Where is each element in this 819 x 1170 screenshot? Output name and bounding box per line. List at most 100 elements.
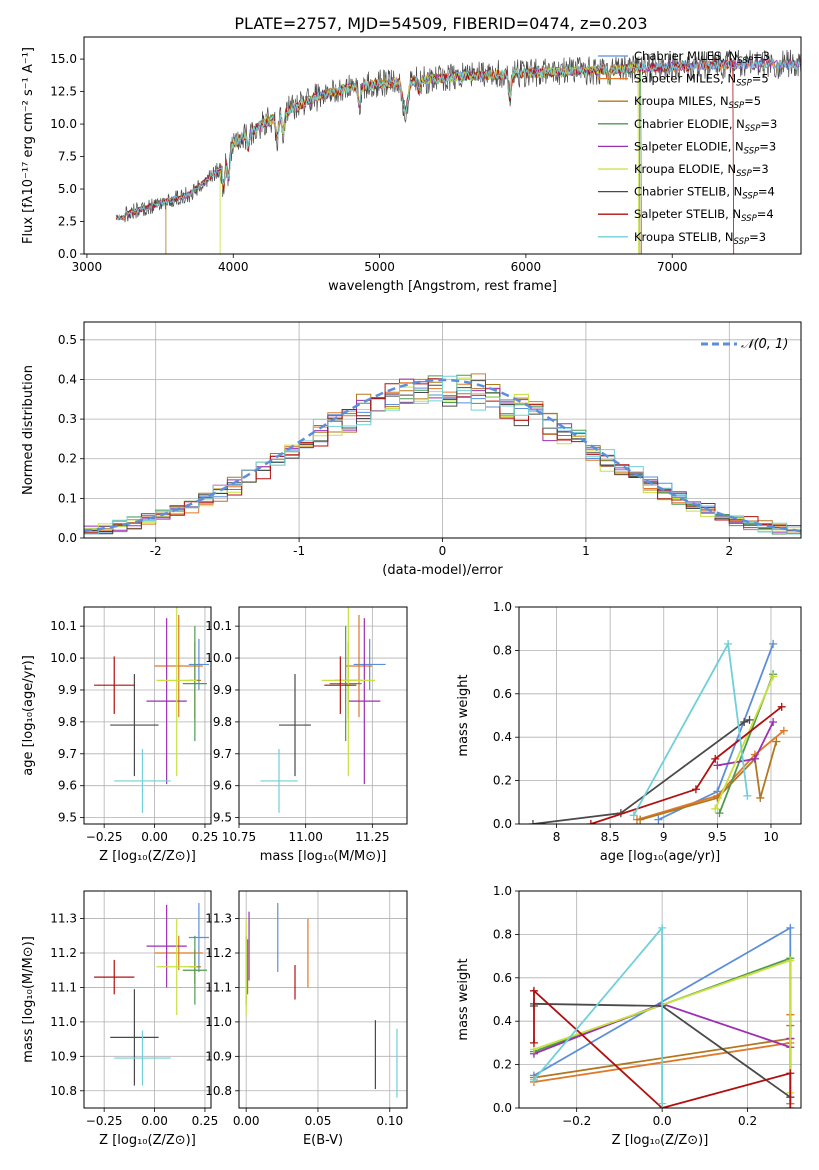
weight-marker-salpeter-stelib [786, 1069, 795, 1078]
weight-marker-salpeter-stelib [691, 785, 700, 794]
y-axis-label: mass weight [456, 674, 471, 756]
weight-line-kroupa-stelib [533, 925, 663, 1104]
y-tick-label: 10.0 [205, 651, 232, 665]
residuals-panel: -2 -1 0 1 2 0.0 0.1 0.2 0.3 0.4 0.5 (data-model)/er… [21, 321, 802, 578]
y-axis-label: Normed distribution [21, 365, 36, 495]
spectrum-kroupa-stelib [115, 57, 801, 221]
axes-frame [83, 321, 802, 539]
x-axis-label: E(B-V) [303, 1133, 343, 1148]
legend-nssp: =5 [752, 72, 769, 86]
weight-line-kroupa-elodie [714, 676, 774, 810]
x-axis-label: Z [log₁₀(Z/Z⊙)] [99, 849, 196, 864]
x-tick-label: 9 [660, 830, 668, 844]
legend-nssp: =3 [759, 139, 776, 153]
x-tick-label: 0.00 [233, 1114, 260, 1128]
legend-subscript: SSP [734, 237, 750, 247]
weight-marker-chabrier-miles [786, 923, 795, 932]
axes-frame [83, 606, 212, 825]
x-axis-label: mass [log₁₀(M/M⊙)] [260, 849, 387, 864]
legend-model-name: Salpeter MILES, N [634, 72, 736, 86]
y-axis-label: mass [log₁₀(M/M⊙)] [21, 936, 36, 1063]
y-tick-label: 10.1 [50, 619, 77, 633]
x-tick-label: 7000 [657, 260, 688, 274]
x-tick-label: 1 [582, 544, 590, 558]
y-tick-label: 0.4 [58, 372, 77, 386]
spectrum-salpeter-stelib [115, 58, 735, 254]
y-tick-label: 0.8 [493, 927, 512, 941]
weight-marker-salpeter-stelib [529, 1038, 538, 1047]
weight-marker-kroupa-elodie [786, 956, 795, 965]
y-tick-label: 0.8 [493, 643, 512, 657]
y-tick-label: 2.5 [58, 215, 77, 229]
weight-marker-salpeter-stelib [529, 986, 538, 995]
mass-vs-ebv-panel: 0.00 0.05 0.10 10.8 10.9 11.0 11.1 11.2 11.3 E(B-… [205, 890, 408, 1148]
y-tick-label: 11.0 [50, 1015, 77, 1029]
y-tick-label: 12.5 [50, 85, 77, 99]
plot-area [94, 903, 209, 1086]
y-tick-label: 11.0 [205, 1015, 232, 1029]
legend-label: Chabrier ELODIE, NSSP=3 [634, 117, 777, 134]
x-tick-label: 8 [553, 830, 561, 844]
y-tick-label: 0.4 [493, 730, 512, 744]
weight-marker-kroupa-stelib [658, 1099, 667, 1108]
weight-line-kroupa-stelib [632, 641, 749, 816]
histogram-kroupa-stelib [84, 375, 801, 535]
legend-model-name: Chabrier MILES, N [634, 49, 737, 63]
y-axis-label: mass weight [456, 958, 471, 1040]
plot-area [528, 639, 788, 824]
weight-marker-kroupa-stelib [743, 791, 752, 800]
weight-marker-kroupa-miles [756, 793, 765, 802]
y-tick-label: 10.1 [205, 619, 232, 633]
y-axis-label: age [log₁₀(age/yr)] [21, 655, 36, 776]
weight-marker-salpeter-stelib [786, 1104, 795, 1108]
y-tick-label: 0.2 [493, 774, 512, 788]
legend-model-name: Salpeter ELODIE, N [634, 139, 744, 153]
x-tick-label: 9.5 [708, 830, 727, 844]
legend-label: Salpeter ELODIE, NSSP=3 [634, 139, 776, 156]
axes-frame [83, 890, 212, 1109]
legend-nssp: =3 [749, 230, 766, 244]
mass-vs-z-panel: −0.25 0.00 0.25 10.8 10.9 11.0 11.1 11.2 11.3 Z [… [21, 890, 218, 1148]
x-tick-label: 6000 [511, 260, 542, 274]
x-axis-label: Z [log₁₀(Z/Z⊙)] [99, 1133, 196, 1148]
age-vs-mass-panel: 10.75 11.00 11.25 9.5 9.6 9.7 9.8 9.9 10.0 10.1 ma… [205, 606, 408, 864]
x-tick-label: -1 [293, 544, 305, 558]
axes-frame [238, 606, 408, 825]
plot-area [245, 903, 398, 1098]
x-tick-label: 2 [725, 544, 733, 558]
y-tick-label: 0.0 [493, 817, 512, 831]
y-tick-label: 10.0 [50, 651, 77, 665]
spectrum-panel: 3000 4000 5000 6000 7000 0.0 2.5 5.0 7.5 10.0 12.5… [21, 36, 802, 294]
x-tick-label: 10.75 [222, 830, 256, 844]
y-tick-label: 9.7 [58, 747, 77, 761]
weight-marker-salpeter-elodie [769, 718, 778, 727]
y-tick-label: 15.0 [50, 52, 77, 66]
y-tick-label: 11.3 [50, 912, 77, 926]
y-tick-label: 9.6 [213, 779, 232, 793]
y-tick-label: 9.5 [58, 811, 77, 825]
axes-frame [238, 890, 408, 1109]
weight-line-salpeter-elodie [717, 721, 774, 767]
y-axis-label: Flux [fλ10⁻¹⁷ erg cm⁻² s⁻¹ A⁻¹] [21, 47, 36, 244]
axes-frame [83, 36, 802, 255]
legend-subscript: SSP [744, 146, 760, 156]
axes-frame [518, 606, 802, 825]
weight-marker-chabrier-miles [769, 639, 778, 648]
y-tick-label: 0.1 [58, 491, 77, 505]
legend-label: Salpeter STELIB, NSSP=4 [634, 207, 774, 224]
y-tick-label: 10.8 [205, 1084, 232, 1098]
x-tick-label: 0 [439, 544, 447, 558]
x-tick-label: 0.0 [653, 1114, 672, 1128]
weight-marker-chabrier-elodie [715, 809, 724, 818]
legend-label: Salpeter MILES, NSSP=5 [634, 72, 769, 89]
weight-marker-kroupa-miles [772, 737, 781, 746]
x-tick-label: 0.2 [738, 1114, 757, 1128]
legend-nssp: =5 [744, 94, 761, 108]
plot-area [529, 923, 795, 1108]
y-tick-label: 10.8 [50, 1084, 77, 1098]
legend-label: Kroupa MILES, NSSP=5 [634, 94, 761, 111]
spectrum-chabrier-elodie [115, 61, 642, 254]
x-tick-label: 3000 [72, 260, 103, 274]
x-tick-label: 8.5 [601, 830, 620, 844]
y-tick-label: 11.1 [205, 980, 232, 994]
